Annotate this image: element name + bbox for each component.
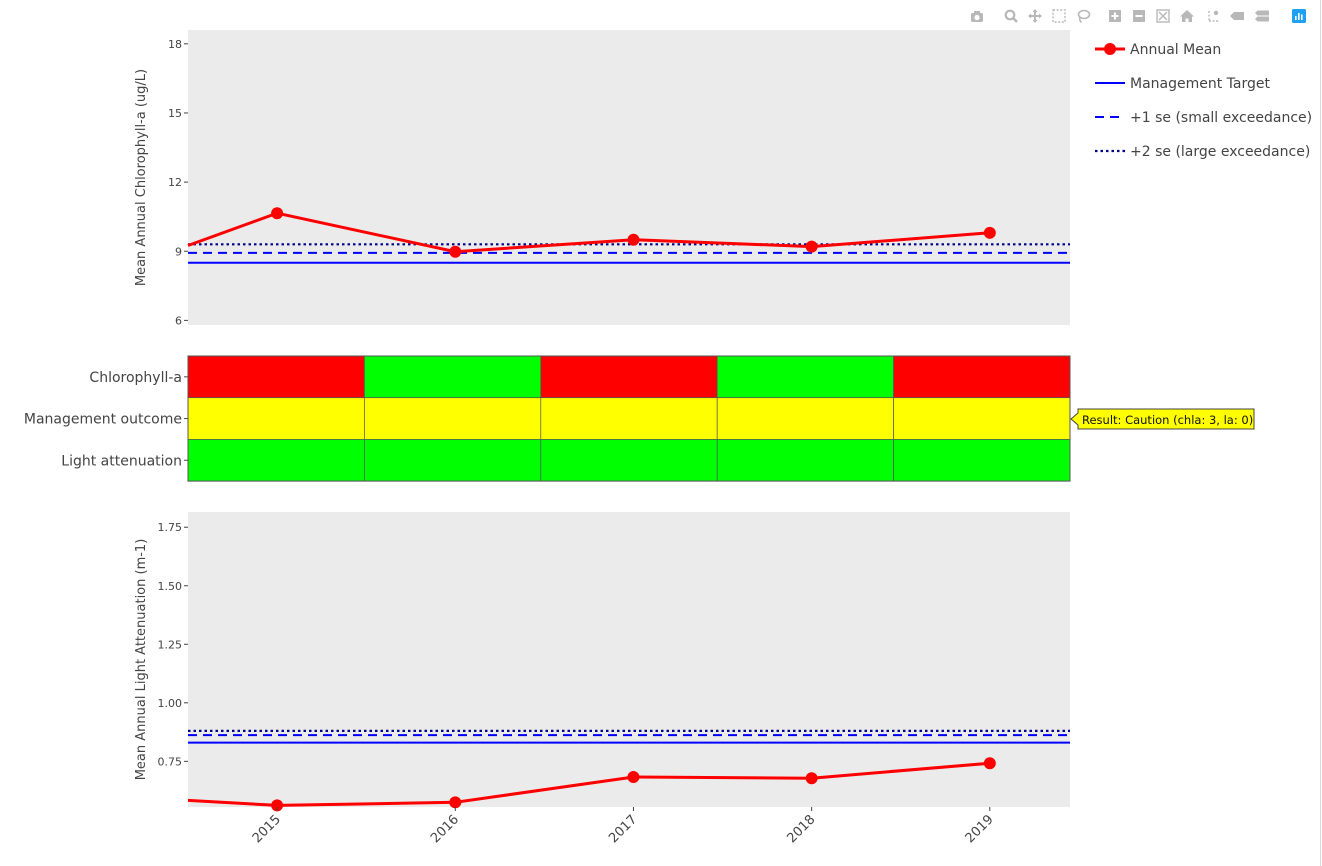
download-plot-camera-icon[interactable] bbox=[968, 6, 986, 26]
light-attenuation-plot-background[interactable] bbox=[188, 512, 1070, 807]
light-attenuation-y-tick-label: 0.75 bbox=[158, 755, 183, 768]
chlorophyll-y-axis-label: Mean Annual Chlorophyll-a (ug/L) bbox=[134, 69, 149, 286]
chlorophyll-panel: 6 9 12 15 18 Mean Annual Chlorophyll-a (ug/L) bbox=[134, 30, 1070, 327]
heatmap-cell[interactable] bbox=[540, 439, 718, 482]
toggle-spike-lines-icon[interactable] bbox=[1204, 6, 1222, 26]
heatmap-cell[interactable] bbox=[893, 439, 1071, 482]
pan-icon[interactable] bbox=[1026, 6, 1044, 26]
chlorophyll-y-tick-label: 12 bbox=[168, 176, 182, 189]
legend-item[interactable]: +1 se (small exceedance) bbox=[1095, 110, 1312, 126]
box-select-icon[interactable] bbox=[1050, 6, 1068, 26]
hover-closest-icon[interactable] bbox=[1228, 6, 1246, 26]
zoom-icon[interactable] bbox=[1002, 6, 1020, 26]
hover-compare-icon[interactable] bbox=[1253, 6, 1271, 26]
chlorophyll-annual-mean-point[interactable] bbox=[983, 226, 996, 239]
plotly-logo-icon[interactable] bbox=[1290, 6, 1308, 26]
chlorophyll-annual-mean-point[interactable] bbox=[449, 245, 462, 258]
chlorophyll-annual-mean-line bbox=[187, 211, 990, 254]
chlorophyll-y-tick-label: 9 bbox=[175, 245, 182, 258]
light-attenuation-y-tick-label: 1.50 bbox=[158, 580, 183, 593]
heatmap-border bbox=[187, 355, 1071, 482]
light-attenuation-annual-mean-point[interactable] bbox=[271, 799, 284, 812]
x-tick-label: 2017 bbox=[606, 812, 640, 846]
light-attenuation-annual-mean-point[interactable] bbox=[627, 771, 640, 784]
chlorophyll-plot-background[interactable] bbox=[188, 30, 1070, 325]
zoom-in-icon[interactable] bbox=[1106, 6, 1124, 26]
x-tick-label: 2019 bbox=[963, 812, 997, 846]
light-attenuation-panel: 0.75 1.00 1.25 1.50 1.75 Mean Annual Light At… bbox=[134, 512, 1070, 812]
x-tick-label: 2016 bbox=[428, 812, 462, 846]
heatmap-cell[interactable] bbox=[716, 397, 894, 440]
x-tick-label: 2015 bbox=[250, 812, 284, 846]
light-attenuation-y-tick-label: 1.00 bbox=[158, 697, 183, 710]
heatmap-row-label: Management outcome bbox=[24, 412, 182, 428]
chlorophyll-y-tick-label: 15 bbox=[168, 107, 182, 120]
heatmap-cell[interactable] bbox=[893, 397, 1071, 440]
chlorophyll-annual-mean-point[interactable] bbox=[627, 233, 640, 246]
hover-tooltip: Result: Caution (chla: 3, la: 0) bbox=[1070, 408, 1255, 430]
legend: Annual Mean Management Target +1 se (small… bbox=[1095, 42, 1312, 160]
zoom-out-icon[interactable] bbox=[1130, 6, 1148, 26]
light-attenuation-y-tick-label: 1.75 bbox=[158, 521, 183, 534]
heatmap-cell[interactable] bbox=[364, 439, 542, 482]
legend-label: +2 se (large exceedance) bbox=[1130, 144, 1310, 160]
heatmap-cell[interactable] bbox=[716, 355, 894, 399]
legend-label: Annual Mean bbox=[1130, 42, 1221, 58]
light-attenuation-y-axis-label: Mean Annual Light Attenuation (m-1) bbox=[134, 539, 149, 781]
autoscale-icon[interactable] bbox=[1154, 6, 1172, 26]
legend-item[interactable]: Management Target bbox=[1095, 76, 1270, 92]
heatmap-cell[interactable] bbox=[540, 397, 718, 440]
tooltip-box bbox=[1070, 408, 1255, 430]
legend-item[interactable]: Annual Mean bbox=[1095, 42, 1221, 58]
legend-label: +1 se (small exceedance) bbox=[1130, 110, 1312, 126]
chlorophyll-y-tick-label: 6 bbox=[175, 314, 182, 327]
light-attenuation-annual-mean-point[interactable] bbox=[805, 772, 818, 785]
reset-axes-icon[interactable] bbox=[1178, 6, 1196, 26]
tooltip-text: Result: Caution (chla: 3, la: 0) bbox=[1082, 413, 1253, 427]
light-attenuation-annual-mean-point[interactable] bbox=[449, 796, 462, 809]
page-right-border bbox=[1320, 0, 1321, 866]
heatmap-cell[interactable] bbox=[187, 397, 365, 440]
legend-item[interactable]: +2 se (large exceedance) bbox=[1095, 144, 1310, 160]
legend-label: Management Target bbox=[1130, 76, 1270, 92]
light-attenuation-annual-mean-line bbox=[187, 761, 990, 807]
chlorophyll-annual-mean-point[interactable] bbox=[271, 207, 284, 220]
heatmap-cell[interactable] bbox=[187, 439, 365, 482]
heatmap-cell[interactable] bbox=[716, 439, 894, 482]
light-attenuation-y-tick-label: 1.25 bbox=[158, 638, 183, 651]
heatmap-cell[interactable] bbox=[187, 355, 365, 399]
x-tick-label: 2018 bbox=[784, 812, 818, 846]
chlorophyll-y-tick-label: 18 bbox=[168, 38, 182, 51]
chlorophyll-annual-mean-point[interactable] bbox=[805, 240, 818, 253]
heatmap-cell[interactable] bbox=[540, 355, 718, 399]
outcome-heatmap: Chlorophyll-a Management outcome Light att… bbox=[24, 355, 1071, 482]
heatmap-cell[interactable] bbox=[364, 355, 542, 399]
light-attenuation-annual-mean-point[interactable] bbox=[983, 757, 996, 770]
heatmap-cell[interactable] bbox=[893, 355, 1071, 399]
heatmap-row-label: Light attenuation bbox=[61, 453, 182, 469]
heatmap-cell[interactable] bbox=[364, 397, 542, 440]
legend-swatch-marker bbox=[1104, 43, 1116, 55]
heatmap-row-label: Chlorophyll-a bbox=[89, 370, 182, 386]
lasso-select-icon[interactable] bbox=[1074, 6, 1092, 26]
